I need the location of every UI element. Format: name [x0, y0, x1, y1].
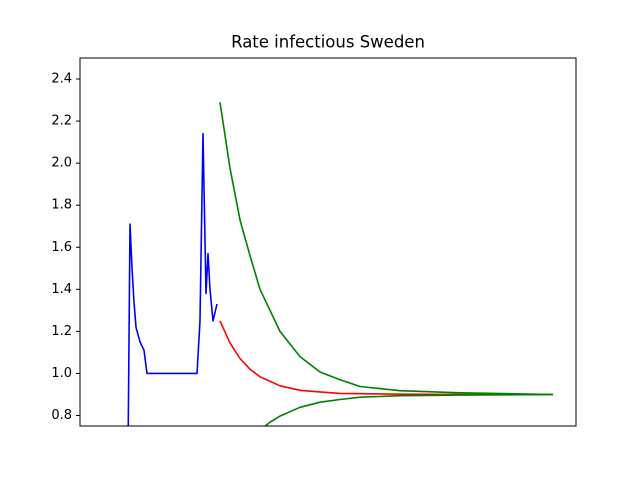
line-series: [219, 102, 554, 396]
y-tick-label: 2.0: [51, 156, 72, 171]
y-tick-label: 1.2: [51, 324, 72, 339]
plot-area: [127, 102, 554, 426]
line-series: [263, 393, 554, 426]
line-series: [127, 132, 218, 426]
y-tick-label: 2.4: [51, 72, 72, 87]
line-series: [219, 320, 553, 396]
y-tick-label: 0.8: [51, 408, 72, 423]
axes-frame: [79, 57, 577, 427]
y-tick-label: 1.0: [51, 366, 72, 381]
y-tick-label: 1.8: [51, 198, 72, 213]
y-tick-label: 1.4: [51, 282, 72, 297]
y-tick-label: 2.2: [51, 114, 72, 129]
chart-title: Rate infectious Sweden: [231, 33, 425, 52]
y-tick-label: 1.6: [51, 240, 72, 255]
